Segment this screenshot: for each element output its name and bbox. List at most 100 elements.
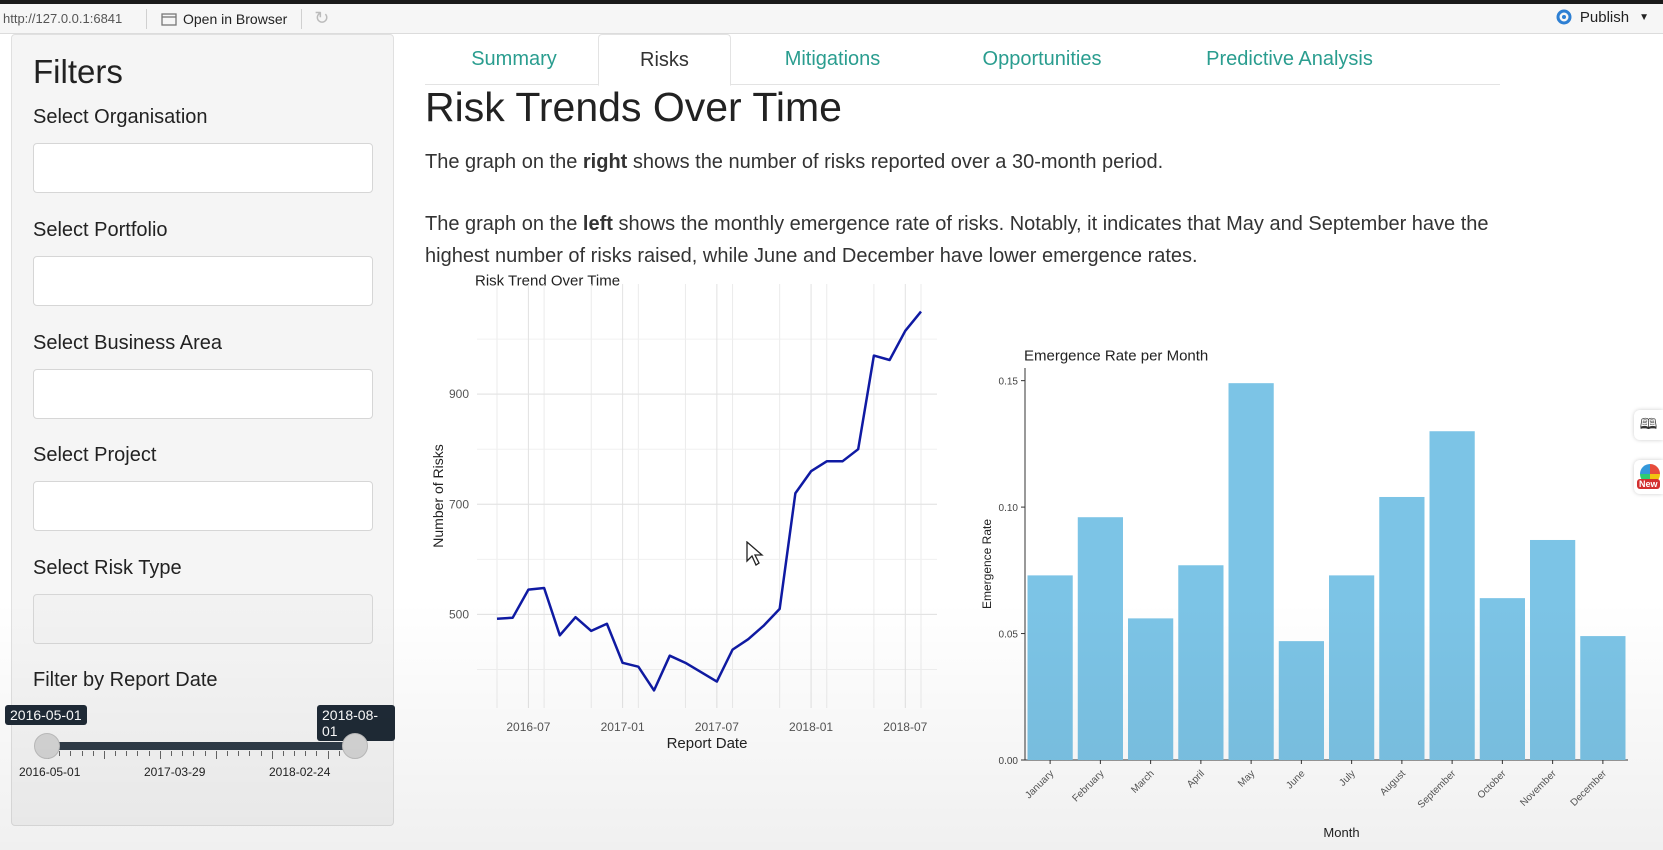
publish-label: Publish (1579, 8, 1630, 26)
url-text[interactable]: http://127.0.0.1:6841 (3, 11, 123, 26)
viewer-toolbar: http://127.0.0.1:6841 Open in Browser ↻ … (0, 4, 1663, 34)
chart-title: Risk Trend Over Time (475, 272, 620, 289)
para-text: shows the number of risks reported over … (627, 151, 1164, 173)
slider-tick (215, 751, 217, 759)
slider-tick (193, 751, 195, 756)
slider-tick (260, 751, 262, 756)
slider-axis-label: 2018-02-24 (269, 765, 331, 779)
slider-tick (182, 751, 184, 756)
slider-tick (327, 751, 329, 759)
tab-risks[interactable]: Risks (598, 34, 731, 86)
filter-label-project: Select Project (33, 444, 157, 466)
book-icon[interactable]: 🕮 (1634, 410, 1663, 440)
para-text: The graph on the (425, 151, 583, 173)
para-emphasis: right (582, 151, 628, 173)
x-tick-label: March (1129, 768, 1156, 795)
tab-summary[interactable]: Summary (471, 48, 557, 70)
slider-axis-label: 2017-03-29 (144, 765, 206, 779)
tab-predictive-analysis[interactable]: Predictive Analysis (1206, 48, 1373, 70)
tab-opportunities[interactable]: Opportunities (982, 48, 1102, 70)
publish-button[interactable]: Publish ▼ (1554, 8, 1649, 26)
chart-title: Emergence Rate per Month (1024, 350, 1208, 364)
filter-label-business-area: Select Business Area (33, 332, 222, 354)
mouse-cursor-icon (746, 541, 764, 566)
portfolio-select[interactable] (33, 256, 373, 306)
x-tick-label: February (1070, 768, 1106, 804)
open-in-browser-button[interactable]: Open in Browser (153, 11, 295, 27)
bar (1379, 496, 1425, 760)
x-tick-label: May (1236, 768, 1257, 789)
x-tick-label: 2017-01 (601, 720, 645, 734)
slider-tick (204, 751, 206, 756)
slider-tick (238, 751, 240, 756)
bar (1580, 636, 1626, 760)
bar (1530, 539, 1576, 760)
toolbar-divider (301, 8, 303, 29)
x-tick-label: November (1518, 768, 1559, 809)
x-tick-label: September (1416, 768, 1459, 811)
filter-label-organisation: Select Organisation (33, 106, 208, 128)
bar (1429, 431, 1475, 760)
slider-tick (148, 751, 150, 756)
slider-from-handle[interactable] (34, 733, 60, 759)
side-widget-panel: 🕮 New (1630, 410, 1663, 500)
slider-tick (226, 751, 228, 756)
slider-to-handle[interactable] (342, 733, 368, 759)
filter-label-portfolio: Select Portfolio (33, 219, 168, 241)
x-tick-label: December (1569, 768, 1610, 809)
x-tick-label: October (1476, 768, 1509, 801)
open-browser-icon (161, 12, 177, 26)
y-axis-title: Number of Risks (430, 444, 446, 547)
slider-tick (316, 751, 318, 756)
slider-tick (70, 751, 72, 756)
y-tick-label: 700 (449, 497, 469, 511)
slider-tick (159, 751, 161, 759)
toolbar-divider (146, 8, 147, 29)
y-tick-label: 500 (449, 607, 469, 621)
y-tick-label: 0.15 (999, 377, 1019, 388)
slider-tick (126, 751, 128, 756)
refresh-icon[interactable]: ↻ (314, 8, 330, 28)
report-date-slider[interactable]: 2016-05-01 2018-08-01 2016-05-01 2017-03… (5, 705, 395, 825)
slider-tick (171, 751, 173, 756)
filter-label-report-date: Filter by Report Date (33, 669, 218, 691)
bar (1479, 598, 1525, 760)
organisation-select[interactable] (33, 143, 373, 193)
chevron-down-icon[interactable]: ▼ (1639, 11, 1649, 23)
tab-mitigations[interactable]: Mitigations (784, 48, 881, 70)
project-select[interactable] (33, 481, 373, 531)
slider-axis-label: 2016-05-01 (19, 765, 81, 779)
slider-from-tag: 2016-05-01 (5, 705, 87, 725)
slider-tick (59, 751, 61, 756)
x-tick-label: August (1378, 768, 1408, 798)
bar (1027, 575, 1073, 760)
slider-tick (92, 751, 94, 756)
x-axis-title: Report Date (667, 735, 748, 752)
business-area-select[interactable] (33, 369, 373, 419)
x-tick-label: June (1284, 768, 1307, 791)
publish-icon (1556, 9, 1572, 25)
open-in-browser-label: Open in Browser (183, 10, 288, 27)
risk-trend-line (496, 310, 922, 692)
slider-track[interactable] (48, 742, 350, 750)
slider-tick (81, 751, 83, 756)
x-tick-label: 2017-07 (695, 720, 739, 734)
y-tick-label: 0.05 (999, 630, 1019, 641)
y-tick-label: 0.10 (999, 503, 1019, 514)
x-tick-label: 2018-01 (789, 720, 833, 734)
emergence-rate-chart: Emergence Rate per Month 0.00 0.05 0.10 0.15… (980, 350, 1628, 840)
y-axis-title: Emergence Rate (980, 519, 994, 609)
risk-trend-chart: Risk Trend Over Time 500 700 900 2016-07 2017… (430, 272, 937, 752)
x-tick-label: July (1337, 768, 1357, 788)
bar (1228, 383, 1274, 760)
tab-bar: Summary Risks Mitigations Opportunities … (425, 34, 1500, 86)
new-feature-icon[interactable]: New (1634, 460, 1663, 494)
slider-tick (294, 751, 296, 756)
bar (1178, 565, 1224, 760)
para-text: shows the monthly emergence rate of risk… (425, 213, 1489, 267)
slider-tick (305, 751, 307, 756)
risk-type-select[interactable] (33, 594, 373, 644)
slider-tick (115, 751, 117, 756)
y-tick-label: 900 (449, 387, 469, 401)
slider-tick (249, 751, 251, 756)
